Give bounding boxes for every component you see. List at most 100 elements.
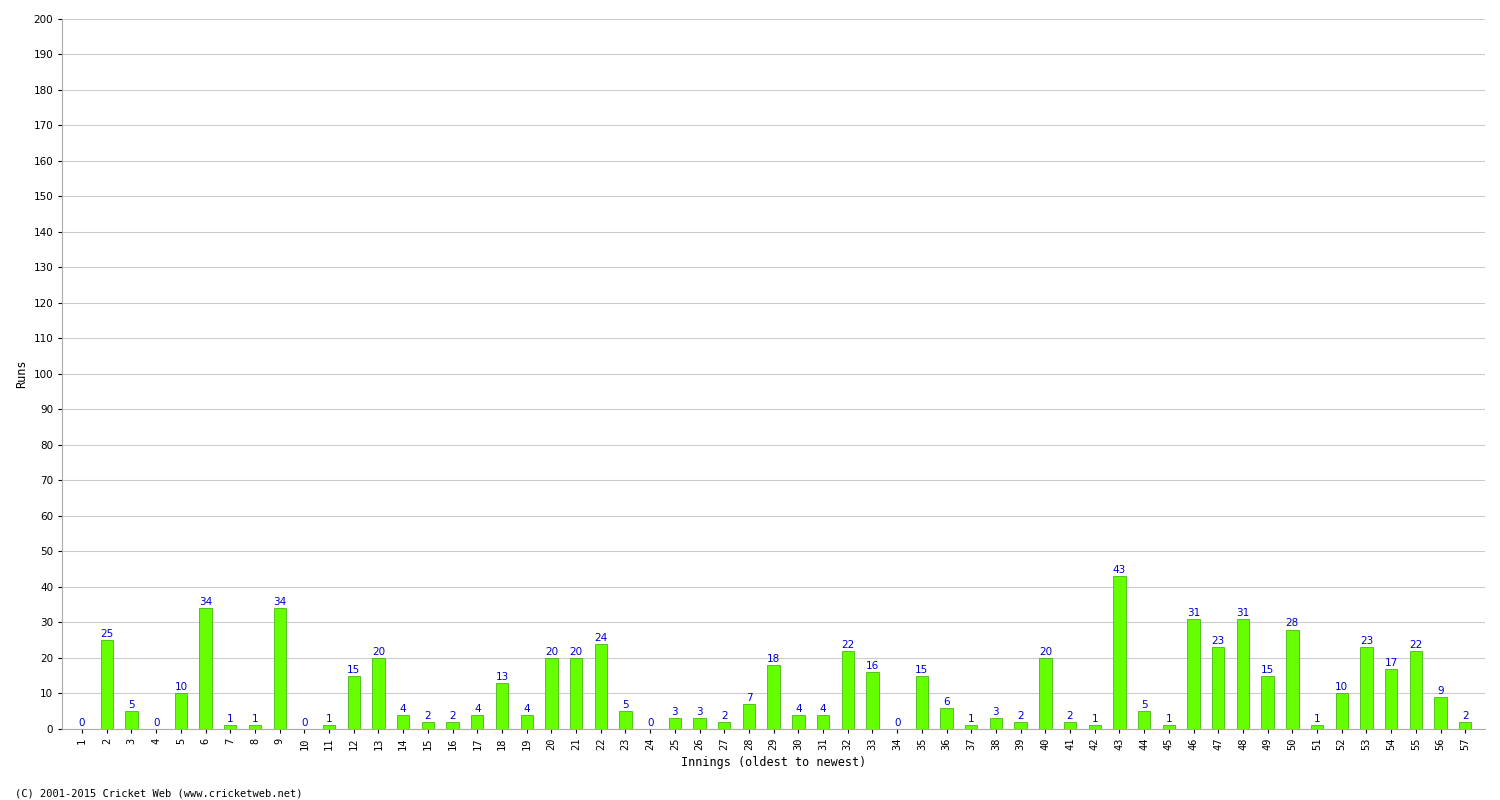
Text: 2: 2 <box>450 710 456 721</box>
Text: 20: 20 <box>544 647 558 657</box>
Text: 4: 4 <box>821 704 827 714</box>
Text: 1: 1 <box>326 714 333 724</box>
Bar <box>768 665 780 729</box>
Text: 0: 0 <box>646 718 654 728</box>
Bar <box>1410 651 1422 729</box>
Bar <box>693 718 705 729</box>
Bar <box>1014 722 1028 729</box>
Text: 17: 17 <box>1384 658 1398 667</box>
Text: 2: 2 <box>1017 710 1025 721</box>
Text: 31: 31 <box>1186 608 1200 618</box>
Bar <box>1434 697 1446 729</box>
Text: 22: 22 <box>842 640 855 650</box>
Text: 1: 1 <box>226 714 234 724</box>
Bar <box>398 714 410 729</box>
Bar <box>200 608 211 729</box>
Bar <box>1188 619 1200 729</box>
Bar <box>447 722 459 729</box>
Text: 0: 0 <box>153 718 159 728</box>
Bar <box>818 714 830 729</box>
Bar <box>520 714 532 729</box>
Text: 3: 3 <box>672 707 678 718</box>
Text: 4: 4 <box>524 704 530 714</box>
Bar <box>669 718 681 729</box>
Text: 3: 3 <box>993 707 999 718</box>
Bar <box>1064 722 1076 729</box>
Bar <box>1311 726 1323 729</box>
Bar <box>1138 711 1150 729</box>
Text: 2: 2 <box>1066 710 1074 721</box>
Text: 9: 9 <box>1437 686 1444 696</box>
Bar <box>1460 722 1472 729</box>
Text: 1: 1 <box>252 714 258 724</box>
Text: 5: 5 <box>128 700 135 710</box>
Bar <box>1162 726 1174 729</box>
Text: 0: 0 <box>80 718 86 728</box>
Bar <box>1212 647 1224 729</box>
Text: 25: 25 <box>100 629 114 639</box>
Bar <box>372 658 384 729</box>
Text: 6: 6 <box>944 697 950 706</box>
Bar <box>964 726 978 729</box>
Text: 10: 10 <box>174 682 188 692</box>
Bar <box>100 640 112 729</box>
Bar <box>742 704 754 729</box>
Text: 13: 13 <box>495 672 508 682</box>
Text: 24: 24 <box>594 633 608 642</box>
Bar <box>1040 658 1052 729</box>
Bar <box>1286 630 1299 729</box>
Bar <box>1113 576 1125 729</box>
Text: 20: 20 <box>1040 647 1052 657</box>
Text: (C) 2001-2015 Cricket Web (www.cricketweb.net): (C) 2001-2015 Cricket Web (www.cricketwe… <box>15 789 303 798</box>
X-axis label: Innings (oldest to newest): Innings (oldest to newest) <box>681 756 867 769</box>
Bar <box>174 694 188 729</box>
Bar <box>1262 676 1274 729</box>
Text: 0: 0 <box>894 718 900 728</box>
Text: 18: 18 <box>766 654 780 664</box>
Text: 10: 10 <box>1335 682 1348 692</box>
Text: 34: 34 <box>200 597 211 607</box>
Text: 4: 4 <box>400 704 406 714</box>
Bar <box>224 726 237 729</box>
Text: 43: 43 <box>1113 566 1126 575</box>
Bar <box>348 676 360 729</box>
Bar <box>496 682 508 729</box>
Text: 1: 1 <box>1092 714 1098 724</box>
Text: 20: 20 <box>570 647 582 657</box>
Bar <box>1360 647 1372 729</box>
Text: 20: 20 <box>372 647 386 657</box>
Text: 1: 1 <box>968 714 975 724</box>
Text: 15: 15 <box>346 665 360 674</box>
Text: 34: 34 <box>273 597 286 607</box>
Bar <box>544 658 558 729</box>
Bar <box>126 711 138 729</box>
Text: 1: 1 <box>1314 714 1320 724</box>
Text: 2: 2 <box>1462 710 1468 721</box>
Text: 7: 7 <box>746 693 753 703</box>
Text: 28: 28 <box>1286 618 1299 629</box>
Text: 23: 23 <box>1212 636 1225 646</box>
Text: 0: 0 <box>302 718 307 728</box>
Text: 15: 15 <box>1262 665 1275 674</box>
Bar <box>273 608 286 729</box>
Bar <box>842 651 854 729</box>
Text: 22: 22 <box>1408 640 1422 650</box>
Bar <box>570 658 582 729</box>
Bar <box>422 722 434 729</box>
Bar <box>249 726 261 729</box>
Text: 4: 4 <box>795 704 801 714</box>
Bar <box>322 726 336 729</box>
Text: 5: 5 <box>622 700 628 710</box>
Bar <box>915 676 928 729</box>
Bar <box>1384 669 1398 729</box>
Text: 2: 2 <box>722 710 728 721</box>
Bar <box>990 718 1002 729</box>
Text: 2: 2 <box>424 710 430 721</box>
Text: 31: 31 <box>1236 608 1250 618</box>
Text: 1: 1 <box>1166 714 1172 724</box>
Bar <box>471 714 483 729</box>
Text: 5: 5 <box>1142 700 1148 710</box>
Bar <box>594 644 608 729</box>
Text: 4: 4 <box>474 704 480 714</box>
Bar <box>792 714 804 729</box>
